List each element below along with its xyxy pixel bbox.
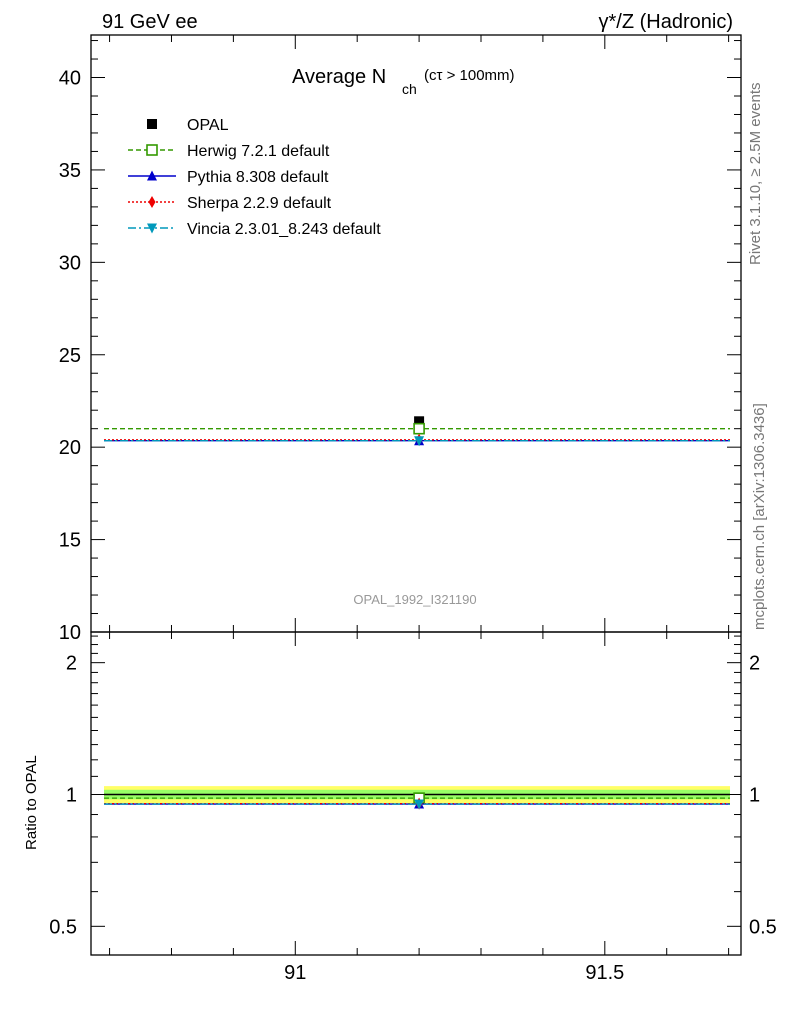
legend-marker-4 bbox=[147, 223, 157, 234]
plot-title-subscript: ch bbox=[402, 81, 417, 97]
ratio-xtick-label: 91.5 bbox=[585, 962, 624, 984]
legend-marker-0 bbox=[147, 119, 157, 129]
legend-label-0: OPAL bbox=[187, 117, 229, 134]
ratio-ytick-label-right: 0.5 bbox=[749, 916, 777, 938]
data-point-opal bbox=[414, 416, 425, 427]
ratio-ytick-label-right: 1 bbox=[749, 784, 760, 806]
main-ytick-label: 40 bbox=[59, 68, 81, 90]
rivet-label: Rivet 3.1.10, ≥ 2.5M events bbox=[747, 83, 764, 266]
legend-label-1: Herwig 7.2.1 default bbox=[187, 143, 330, 160]
ratio-point-vincia bbox=[414, 799, 425, 810]
main-ytick-label: 10 bbox=[59, 622, 81, 644]
header-left: 91 GeV ee bbox=[102, 11, 198, 33]
plot-title-cut: (cτ > 100mm) bbox=[424, 67, 515, 84]
ratio-xtick-label: 91 bbox=[284, 962, 306, 984]
legend-label-4: Vincia 2.3.01_8.243 default bbox=[187, 221, 381, 238]
main-panel: 10 15 20 25 30 35 40 bbox=[59, 34, 742, 644]
main-ytick-label: 20 bbox=[59, 437, 81, 459]
mcplots-label: mcplots.cern.ch [arXiv:1306.3436] bbox=[751, 403, 768, 630]
ratio-panel: 0.5 0.5 1 1 2 2 91 91.5 bbox=[49, 631, 777, 984]
ratio-ytick-label: 0.5 bbox=[49, 916, 77, 938]
data-point-herwig bbox=[413, 422, 425, 435]
data-point-vincia bbox=[414, 436, 425, 447]
ratio-ylabel: Ratio to OPAL bbox=[23, 755, 40, 850]
main-ytick-label: 30 bbox=[59, 252, 81, 274]
legend-marker-1 bbox=[146, 144, 158, 156]
main-ytick-label: 15 bbox=[59, 530, 81, 552]
ratio-ytick-label-right: 2 bbox=[749, 653, 760, 675]
ratio-ytick-label: 2 bbox=[66, 653, 77, 675]
main-ytick-label: 35 bbox=[59, 160, 81, 182]
legend-marker-2 bbox=[147, 170, 157, 181]
header-right: γ*/Z (Hadronic) bbox=[599, 11, 733, 33]
legend: OPAL Herwig 7.2.1 default Pythia 8.308 def… bbox=[128, 117, 381, 238]
ratio-ytick-label: 1 bbox=[66, 784, 77, 806]
main-ytick-label: 25 bbox=[59, 345, 81, 367]
ratio-frame bbox=[90, 631, 742, 956]
legend-label-3: Sherpa 2.2.9 default bbox=[187, 195, 332, 212]
legend-label-2: Pythia 8.308 default bbox=[187, 169, 329, 186]
plot-title: Average N bbox=[292, 66, 386, 88]
analysis-watermark: OPAL_1992_I321190 bbox=[353, 592, 476, 607]
legend-marker-3 bbox=[148, 196, 156, 208]
